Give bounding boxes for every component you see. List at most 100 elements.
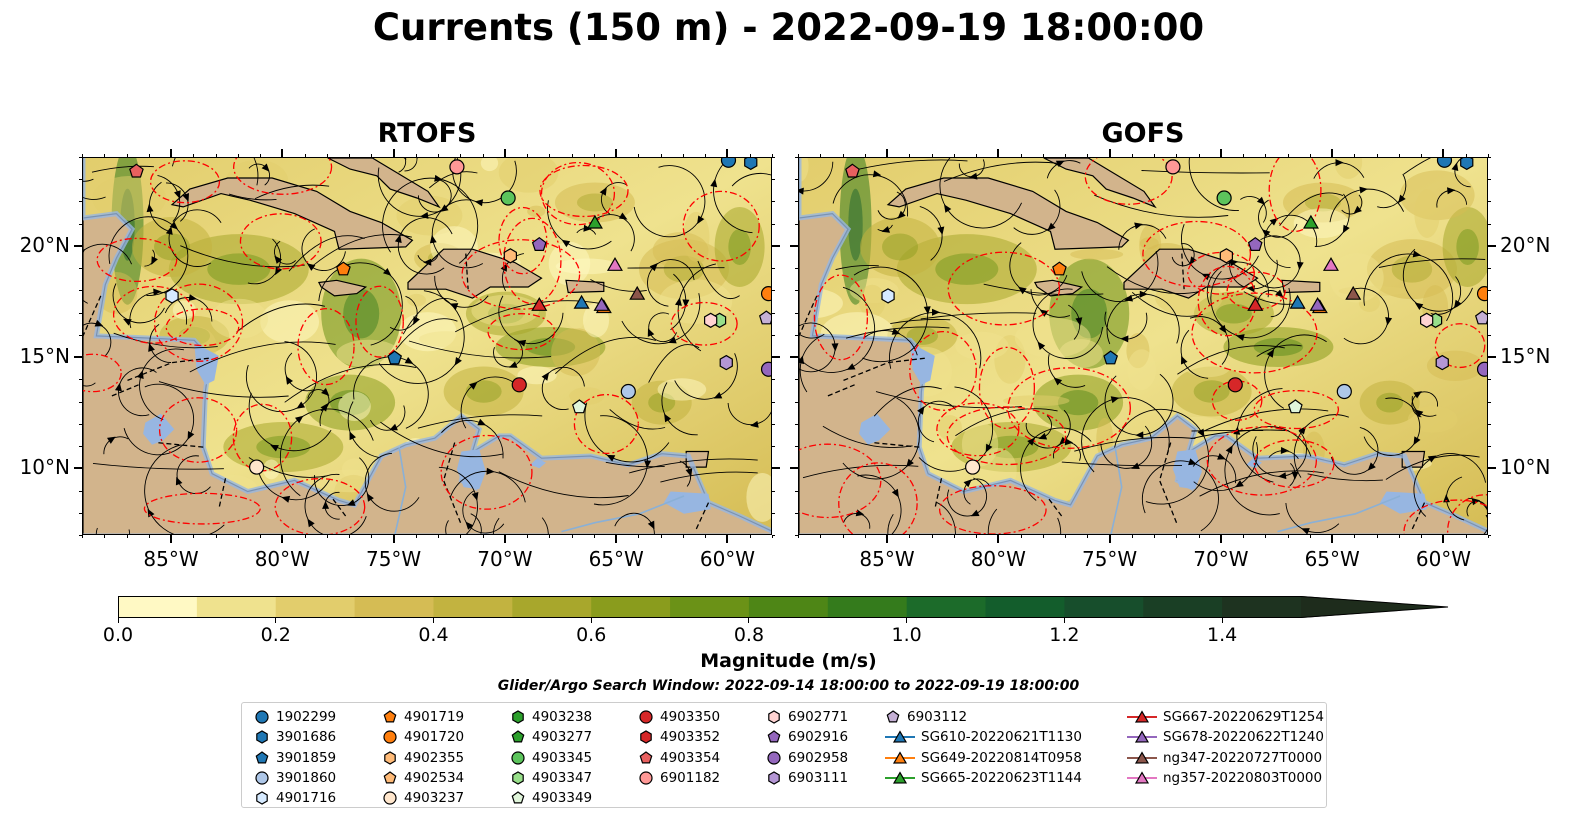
legend-marker (511, 791, 525, 804)
legend-marker (1127, 710, 1157, 723)
land-polygon (317, 279, 368, 297)
lon-tick-label: 65°W (1304, 547, 1360, 571)
minor-tick (1488, 268, 1491, 270)
minor-tick (772, 290, 775, 292)
minor-tick (638, 535, 640, 538)
legend-marker-shape (511, 750, 525, 765)
minor-tick (660, 154, 662, 157)
minor-tick (1421, 535, 1423, 538)
minor-tick (772, 357, 775, 359)
minor-tick (682, 154, 684, 157)
platform-marker (1476, 286, 1487, 302)
minor-tick (795, 268, 798, 270)
legend-marker (256, 791, 268, 805)
legend-marker-shape (384, 750, 396, 765)
minor-tick (931, 535, 933, 538)
legend: 1902299 3901686 3901859 3901860 4901716 49017… (241, 702, 1327, 808)
minor-tick (504, 535, 506, 538)
minor-tick (1488, 201, 1491, 203)
legend-label: 6902916 (788, 729, 849, 746)
lon-tick-top (170, 149, 173, 157)
minor-tick (1020, 535, 1022, 538)
colorbar-bin (433, 596, 513, 618)
platform-marker (500, 190, 516, 206)
legend-marker (767, 750, 781, 765)
minor-tick (79, 423, 82, 425)
legend-label: 4903345 (532, 749, 593, 766)
legend-marker (639, 750, 653, 764)
legend-item: 6902771 (766, 707, 848, 727)
lat-tick (790, 467, 798, 470)
lon-tick-label: 80°W (970, 547, 1026, 571)
lon-tick-label: 75°W (1081, 547, 1138, 571)
legend-item: 4902534 (382, 768, 464, 788)
minor-tick (79, 290, 82, 292)
legend-marker-shape (1134, 771, 1150, 784)
minor-tick (772, 423, 775, 425)
minor-tick (1042, 535, 1044, 538)
legend-marker-shape (512, 710, 524, 724)
minor-tick (79, 401, 82, 403)
lon-tick (1442, 535, 1445, 543)
minor-tick (148, 154, 150, 157)
legend-item: 4902355 (382, 748, 464, 768)
minor-tick (148, 535, 150, 538)
minor-tick (1488, 490, 1491, 492)
minor-tick (795, 201, 798, 203)
colorbar-bin (196, 596, 277, 618)
legend-label: 6903112 (907, 709, 968, 725)
legend-item: 4903349 (510, 788, 592, 808)
minor-tick (1176, 154, 1178, 157)
platform-marker (620, 383, 636, 400)
legend-label: 6902771 (788, 709, 849, 725)
platform-marker (1336, 383, 1352, 400)
minor-tick (282, 535, 284, 538)
legend-label: 4903237 (404, 790, 465, 807)
legend-item: ng347-20220727T0000 (1127, 748, 1322, 768)
minor-tick (393, 535, 395, 538)
legend-label: SG667-20220629T1254 (1163, 709, 1324, 725)
land-polygon (1043, 158, 1157, 209)
legend-label: SG678-20220622T1240 (1163, 729, 1324, 746)
minor-tick (1087, 154, 1089, 157)
legend-marker-shape (1134, 710, 1150, 723)
legend-item: ng357-20220803T0000 (1127, 768, 1322, 788)
legend-marker (383, 710, 397, 723)
minor-tick (438, 154, 440, 157)
minor-tick (842, 154, 844, 157)
platform-marker (1247, 297, 1264, 311)
legend-item: 4903354 (638, 748, 720, 768)
legend-label: 4903354 (660, 749, 721, 766)
legend-label: 4902355 (404, 749, 465, 766)
minor-tick (795, 357, 798, 359)
legend-marker-shape (639, 771, 653, 785)
legend-label: 4902534 (404, 769, 465, 786)
lon-tick (392, 535, 395, 543)
minor-tick (304, 154, 306, 157)
country-border (1047, 497, 1063, 517)
minor-tick (705, 154, 707, 157)
minor-tick (772, 245, 775, 247)
colorbar-tick (748, 618, 750, 623)
colorbar-tick (906, 618, 908, 623)
lat-tick-label: 20°N (1500, 232, 1551, 257)
country-border (934, 478, 943, 510)
country-border (465, 253, 469, 290)
minor-tick (1488, 312, 1491, 314)
lon-tick (281, 535, 284, 543)
lake-polygon (530, 458, 546, 469)
minor-tick (79, 379, 82, 381)
legend-marker (512, 771, 524, 785)
minor-tick (193, 154, 195, 157)
lon-tick-top (726, 149, 729, 157)
lon-tick-label: 85°W (859, 547, 915, 571)
platform-marker (1052, 261, 1067, 276)
rtofs-map (82, 157, 772, 535)
minor-tick (976, 154, 978, 157)
lon-tick-label: 60°W (699, 547, 756, 571)
colorbar (118, 596, 1449, 618)
minor-tick (864, 535, 866, 538)
legend-marker-shape (892, 750, 908, 764)
legend-marker-shape (511, 730, 525, 743)
minor-tick (571, 535, 573, 538)
